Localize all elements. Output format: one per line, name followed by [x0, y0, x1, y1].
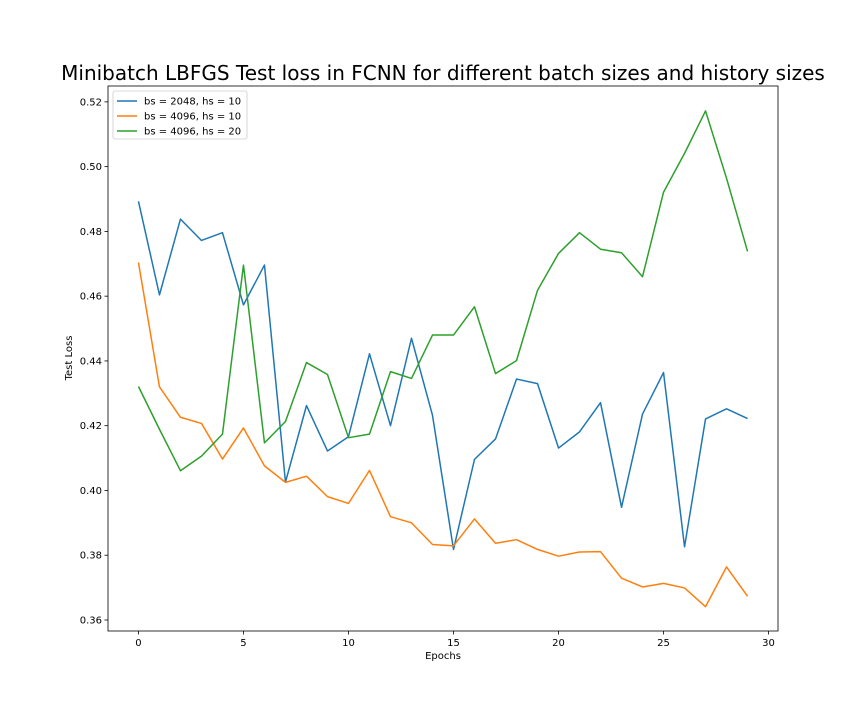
x-tick-label: 30 — [762, 638, 775, 649]
x-axis: 0 5 10 15 20 25 30 — [135, 631, 775, 649]
y-tick-label: 0.52 — [80, 97, 102, 108]
legend-label: bs = 4096, hs = 20 — [144, 127, 241, 138]
chart-title: Minibatch LBFGS Test loss in FCNN for di… — [61, 61, 825, 85]
series-line-2 — [137, 262, 749, 608]
x-tick-label: 20 — [552, 638, 565, 649]
x-tick-label: 5 — [240, 638, 246, 649]
plot-frame — [107, 85, 779, 632]
y-tick-label: 0.42 — [80, 421, 102, 432]
x-tick-label: 25 — [657, 638, 670, 649]
y-tick-label: 0.38 — [80, 551, 102, 562]
legend-label: bs = 4096, hs = 10 — [144, 112, 241, 123]
x-tick-label: 15 — [447, 638, 460, 649]
y-tick-label: 0.50 — [80, 162, 102, 173]
y-tick-label: 0.46 — [80, 292, 102, 303]
y-tick-label: 0.36 — [80, 615, 102, 626]
legend-label: bs = 2048, hs = 10 — [144, 97, 241, 108]
y-axis-label: Test Loss — [64, 336, 75, 382]
series-layer — [137, 110, 749, 608]
series-line-3 — [137, 110, 749, 472]
legend-box — [112, 90, 248, 140]
y-tick-label: 0.48 — [80, 227, 102, 238]
legend: bs = 2048, hs = 10 bs = 4096, hs = 10 bs =… — [112, 90, 248, 140]
y-tick-label: 0.44 — [80, 356, 102, 367]
x-tick-label: 10 — [342, 638, 355, 649]
y-axis: 0.36 0.38 0.40 0.42 0.44 0.46 0.48 0.50 0.52 — [80, 97, 108, 626]
x-axis-label: Epochs — [425, 651, 461, 662]
y-tick-label: 0.40 — [80, 486, 102, 497]
x-tick-label: 0 — [135, 638, 141, 649]
